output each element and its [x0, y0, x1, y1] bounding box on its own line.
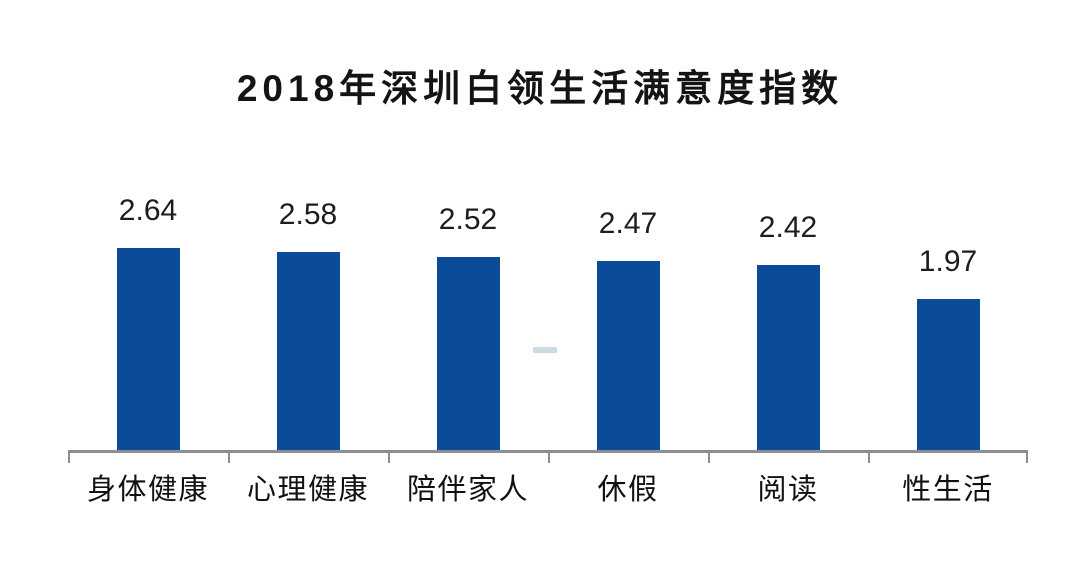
bar-value-label: 2.42: [758, 211, 818, 244]
axis-tick: [68, 450, 70, 463]
category-labels-row: 身体健康 心理健康 陪伴家人 休假 阅读 性生活: [68, 466, 1028, 508]
category-label: 休假: [597, 474, 659, 506]
axis-tick: [388, 450, 390, 463]
bar-group: 2.52: [388, 188, 548, 450]
category-label: 阅读: [757, 474, 819, 506]
axis-tick: [548, 450, 550, 463]
category-label: 性生活: [902, 474, 994, 506]
bar: [276, 252, 340, 450]
bar: [116, 248, 180, 450]
x-axis-ticks: [68, 450, 1028, 463]
bar: [596, 261, 660, 450]
bar-value-label: 2.58: [278, 198, 338, 231]
axis-tick: [1026, 450, 1028, 463]
chart-title: 2018年深圳白领生活满意度指数: [236, 68, 844, 109]
watermark-dash: [533, 347, 557, 353]
bar-group: 2.47: [548, 188, 708, 450]
bar-value-label: 2.47: [598, 207, 658, 240]
bar-value-label: 2.52: [438, 203, 498, 236]
bar-value-label: 1.97: [918, 245, 978, 278]
bar-group: 2.64: [68, 188, 228, 450]
bar-value-label: 2.64: [118, 194, 178, 227]
category-label: 身体健康: [86, 474, 209, 506]
bar-group: 2.42: [708, 188, 868, 450]
plot-area: 2.64 2.58 2.52 2.47 2.42 1.97: [68, 188, 1028, 450]
bar-group: 1.97: [868, 188, 1028, 450]
axis-tick: [228, 450, 230, 463]
bar: [436, 257, 500, 450]
category-label: 陪伴家人: [406, 474, 529, 506]
axis-tick: [868, 450, 870, 463]
category-label: 心理健康: [246, 474, 369, 506]
bar: [756, 265, 820, 450]
bar-group: 2.58: [228, 188, 388, 450]
bar: [916, 299, 980, 450]
axis-tick: [708, 450, 710, 463]
